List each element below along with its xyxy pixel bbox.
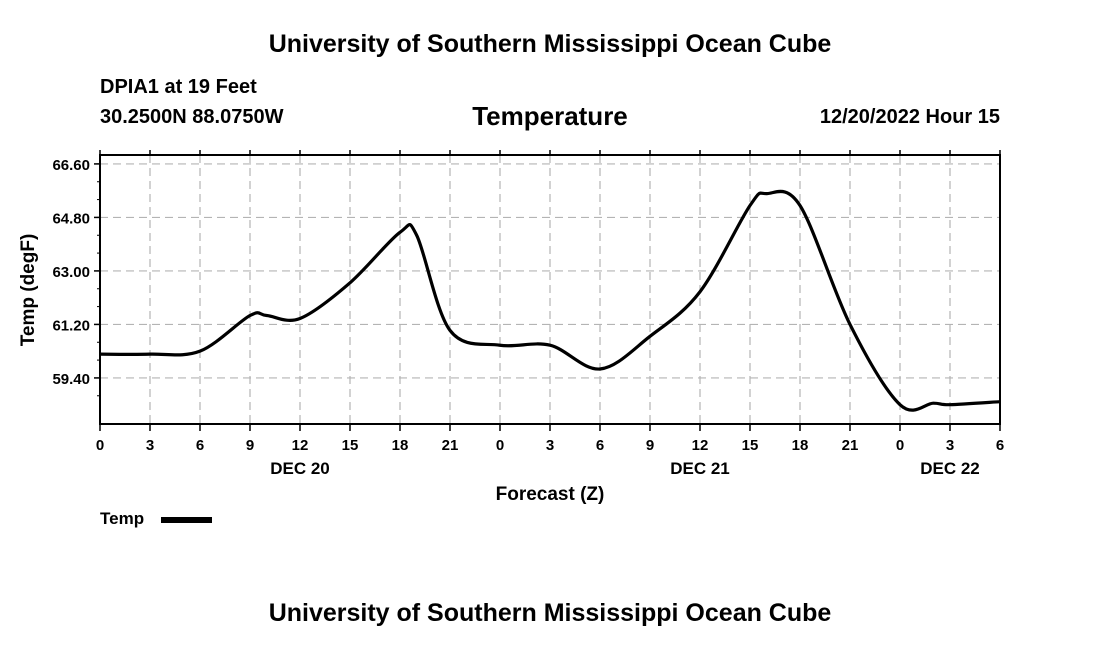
x-tick-label: 21	[842, 437, 859, 454]
y-tick-label: 66.60	[52, 157, 90, 174]
x-day-label: DEC 22	[920, 459, 980, 478]
series-line-temp	[99, 189, 1001, 412]
x-tick-label: 6	[596, 437, 604, 454]
x-tick-label: 3	[146, 437, 154, 454]
x-tick-label: 9	[246, 437, 254, 454]
x-tick-label: 3	[546, 437, 554, 454]
x-tick-label: 6	[196, 437, 204, 454]
grid-layer	[100, 155, 1000, 424]
x-tick-label: 18	[392, 437, 409, 454]
x-tick-label: 15	[342, 437, 359, 454]
x-tick-label: 0	[96, 437, 104, 454]
x-tick-label: 12	[292, 437, 309, 454]
top-title: University of Southern Mississippi Ocean…	[268, 30, 832, 58]
bottom-title: University of Southern Mississippi Ocean…	[268, 599, 832, 627]
station-coordinates: 30.2500N 88.0750W	[100, 106, 284, 128]
x-tick-label: 12	[692, 437, 709, 454]
chart-title: Temperature	[472, 101, 628, 131]
x-tick-label: 6	[996, 437, 1004, 454]
plot-frame	[99, 154, 1001, 425]
x-tick-label: 15	[742, 437, 759, 454]
y-tick-label: 61.20	[52, 317, 90, 334]
axis-layer: 59.40 61.20 63.00 64.80 66.60 0 3 6 9 12 15 18 21 0 3 6…	[52, 150, 1004, 478]
legend-label: Temp	[100, 509, 145, 528]
forecast-timestamp: 12/20/2022 Hour 15	[819, 106, 1000, 128]
x-tick-label: 3	[946, 437, 954, 454]
x-tick-label: 9	[646, 437, 654, 454]
x-day-label: DEC 20	[270, 459, 330, 478]
y-tick-label: 64.80	[52, 210, 90, 227]
legend-swatch	[161, 517, 212, 523]
y-tick-label: 59.40	[52, 371, 90, 388]
x-axis-label: Forecast (Z)	[496, 484, 605, 505]
x-tick-label: 0	[496, 437, 504, 454]
series-layer	[99, 189, 1001, 412]
x-tick-label: 0	[896, 437, 904, 454]
station-name: DPIA1 at 19 Feet	[100, 76, 257, 98]
x-tick-label: 21	[442, 437, 459, 454]
y-tick-label: 63.00	[52, 264, 90, 281]
y-axis-label: Temp (degF)	[18, 234, 39, 347]
x-tick-label: 18	[792, 437, 809, 454]
x-day-label: DEC 21	[670, 459, 730, 478]
